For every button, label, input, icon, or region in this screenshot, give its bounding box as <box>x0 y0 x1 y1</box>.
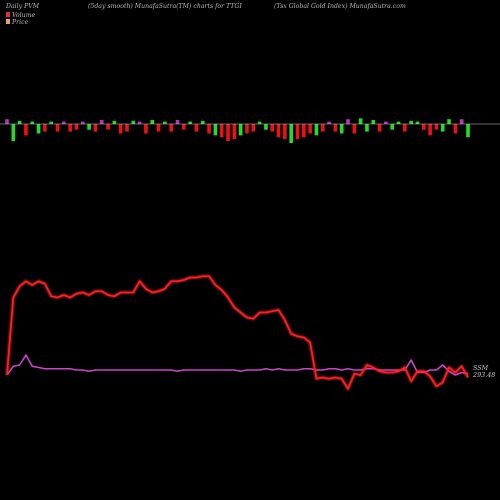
chart-title-right: (Tsx Global Gold Index) MunafaSutra.com <box>274 3 406 10</box>
pvm-bar <box>434 124 439 130</box>
pvm-bar <box>238 124 243 136</box>
price-volume-lines <box>4 274 470 391</box>
legend: Volume Price <box>6 12 35 26</box>
pvm-bar <box>68 124 72 132</box>
pvm-bar <box>415 121 420 124</box>
pvm-bar <box>283 124 287 140</box>
pvm-bar <box>403 124 407 132</box>
pvm-bar <box>320 124 325 132</box>
pvm-bar <box>295 124 300 140</box>
pvm-bar <box>125 124 129 132</box>
pvm-bar <box>232 124 237 140</box>
pvm-bar <box>466 124 470 138</box>
pvm-bar <box>302 124 306 138</box>
pvm-bar <box>447 119 451 124</box>
pvm-bar <box>49 121 54 124</box>
pvm-bar <box>182 124 186 130</box>
pvm-bar <box>453 124 458 134</box>
pvm-bar <box>163 121 167 124</box>
pvm-bar <box>219 124 224 138</box>
pvm-bar <box>428 124 432 136</box>
pvm-bar <box>156 124 161 132</box>
pvm-bar <box>55 124 60 132</box>
pvm-bar <box>62 121 66 124</box>
pvm-bar <box>11 124 16 142</box>
legend-volume-label: Volume <box>12 12 35 19</box>
pvm-bar <box>213 124 218 136</box>
pvm-bar <box>264 124 268 130</box>
pvm-bar <box>358 118 363 124</box>
pvm-bar <box>226 124 230 142</box>
chart-title-center: (5day smooth) MunafaSutra(TM) charts for… <box>88 3 242 10</box>
pvm-bar <box>346 119 350 124</box>
pvm-bar <box>333 124 338 132</box>
pvm-bar <box>440 124 445 132</box>
pvm-bar <box>112 120 117 124</box>
pvm-bar <box>257 121 262 124</box>
pvm-bar <box>87 124 91 130</box>
pvm-bar <box>99 120 104 124</box>
pvm-bar <box>371 120 376 124</box>
chart-title-left: Daily PVM <box>5 3 40 10</box>
pvm-bar <box>24 124 28 136</box>
pvm-bar <box>144 124 148 134</box>
pvm-bars <box>5 118 470 143</box>
pvm-bar <box>276 124 281 138</box>
pvm-bar <box>194 124 199 132</box>
pvm-bar <box>289 124 293 143</box>
pvm-bar <box>384 121 388 124</box>
pvm-bar <box>270 124 275 132</box>
price-line <box>6 275 469 390</box>
pvm-bar <box>30 121 35 124</box>
series-name-label: SSM <box>473 364 489 372</box>
pvm-bar <box>188 121 192 124</box>
pvm-bar <box>80 121 85 124</box>
pvm-bar <box>36 124 41 134</box>
pvm-bar <box>352 124 357 134</box>
pvm-bar <box>377 124 382 132</box>
pvm-bar <box>339 124 344 134</box>
pvm-bar <box>74 124 79 130</box>
pvm-bar <box>207 124 211 134</box>
last-value-label: 293.48 <box>472 371 495 379</box>
legend-price-swatch <box>6 19 10 24</box>
pvm-bar <box>327 121 331 124</box>
pvm-bar <box>409 120 413 124</box>
pvm-bar <box>421 124 426 130</box>
pvm-bar <box>245 124 249 134</box>
pvm-bar <box>118 124 123 134</box>
pvm-bar <box>131 120 136 124</box>
pvm-bar <box>17 120 22 124</box>
pvm-bar <box>175 120 180 124</box>
pvm-bar <box>308 124 312 134</box>
volume-line <box>6 354 469 376</box>
pvm-bar <box>314 124 319 136</box>
pvm-bar <box>396 121 401 124</box>
legend-volume-swatch <box>6 12 10 17</box>
pvm-bar <box>150 120 155 124</box>
pvm-bar <box>459 119 464 124</box>
legend-price-label: Price <box>11 19 29 26</box>
pvm-bar <box>390 124 395 130</box>
pvm-bar <box>43 124 47 132</box>
pvm-bar <box>93 124 98 132</box>
pvm-bar <box>137 121 142 124</box>
pvm-bar <box>5 119 9 124</box>
pvm-bar <box>200 120 205 124</box>
pvm-bar <box>365 124 369 132</box>
pvm-bar <box>106 124 110 130</box>
pvm-bar <box>251 124 256 132</box>
pvm-bar <box>169 124 173 132</box>
